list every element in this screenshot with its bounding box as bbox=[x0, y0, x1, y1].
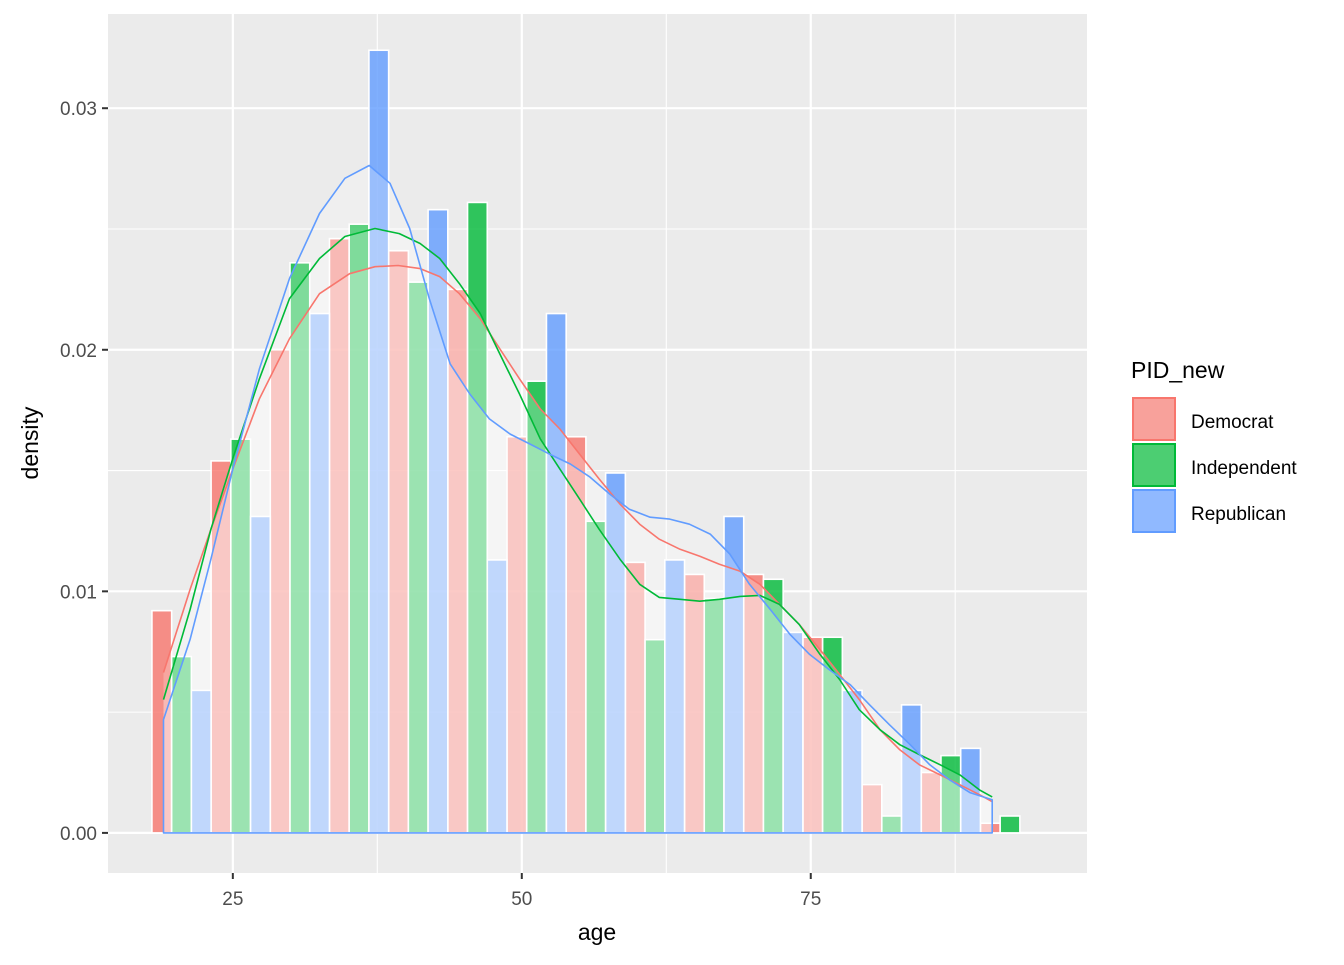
legend-label-republican: Republican bbox=[1191, 504, 1286, 525]
x-tick-label: 25 bbox=[222, 889, 243, 910]
density-area-republican bbox=[163, 165, 993, 833]
x-axis: 25 50 75 bbox=[222, 873, 821, 910]
density-area-independent bbox=[163, 228, 993, 833]
legend-key-democrat bbox=[1132, 397, 1176, 441]
legend-item-democrat: Democrat bbox=[1132, 397, 1274, 441]
legend-label-independent: Independent bbox=[1191, 458, 1297, 479]
legend: PID_new Democrat Independent Republican bbox=[1131, 357, 1297, 533]
x-axis-title: age bbox=[578, 919, 616, 945]
histogram-bar-independent bbox=[999, 815, 1021, 834]
density-areas bbox=[163, 165, 993, 833]
y-tick-label: 0.02 bbox=[60, 341, 97, 362]
density-curve-independent bbox=[162, 227, 993, 798]
legend-item-republican: Republican bbox=[1132, 489, 1286, 533]
y-axis-title: density bbox=[17, 406, 43, 479]
legend-key-republican bbox=[1132, 489, 1176, 533]
legend-key-independent bbox=[1132, 443, 1176, 487]
y-axis: 0.00 0.01 0.02 0.03 bbox=[60, 99, 108, 845]
legend-title: PID_new bbox=[1131, 357, 1225, 383]
x-tick-label: 75 bbox=[800, 889, 821, 910]
density-curve-republican bbox=[162, 164, 993, 834]
legend-label-democrat: Democrat bbox=[1191, 412, 1274, 433]
density-area-democrat bbox=[163, 265, 993, 833]
x-tick-label: 50 bbox=[511, 889, 532, 910]
legend-item-independent: Independent bbox=[1132, 443, 1297, 487]
histogram-bars bbox=[151, 49, 1021, 834]
y-tick-label: 0.03 bbox=[60, 99, 97, 120]
density-curve-democrat bbox=[162, 264, 993, 803]
y-tick-label: 0.00 bbox=[60, 824, 97, 845]
y-tick-label: 0.01 bbox=[60, 582, 97, 603]
density-curves bbox=[162, 164, 993, 834]
